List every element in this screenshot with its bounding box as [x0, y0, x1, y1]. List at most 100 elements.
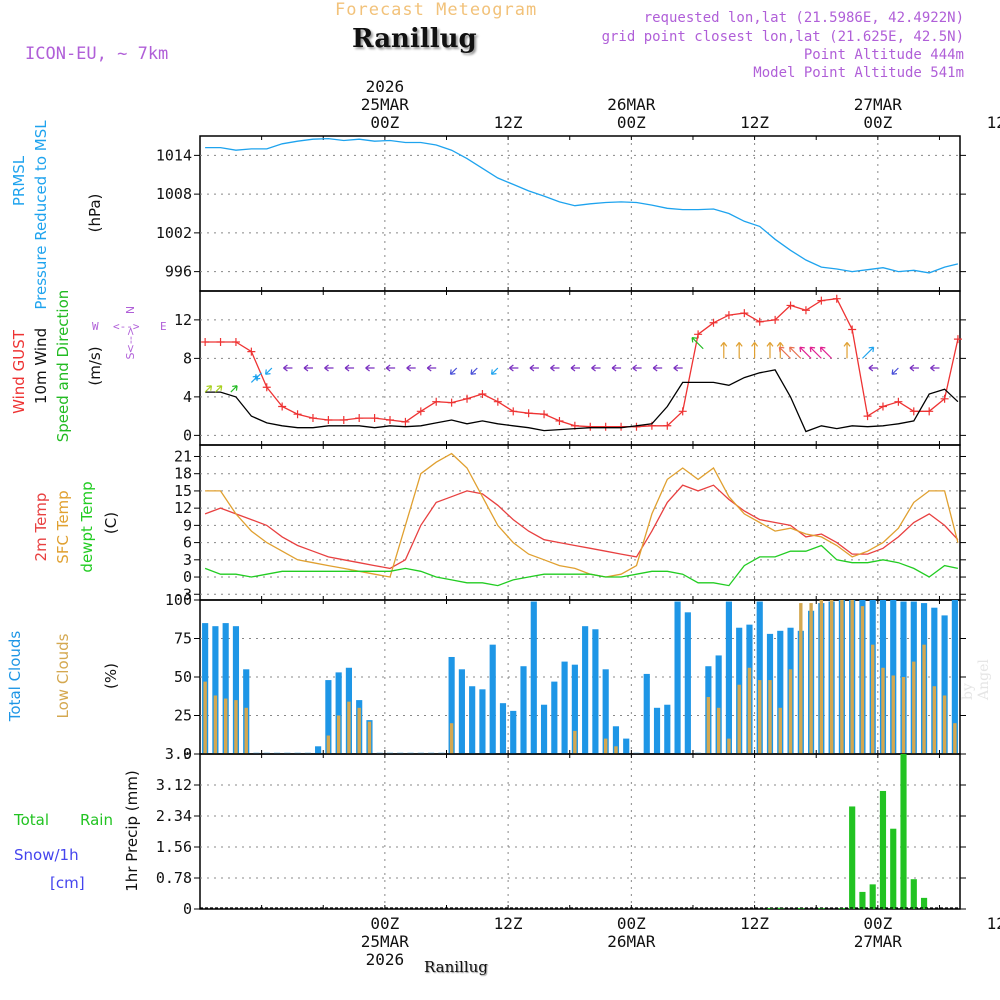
temperature-ytick-label: 0: [183, 568, 192, 586]
total-cloud-bar: [499, 703, 507, 754]
wind-direction-arrow: [819, 346, 833, 359]
pressure-label-long: Pressure Reduced to MSL: [32, 120, 50, 310]
low-cloud-bar: [706, 697, 711, 754]
total-cloud-bar: [571, 664, 578, 754]
total-cloud-bar: [479, 689, 486, 754]
gust-marker: [416, 407, 425, 416]
bottom-time-label: 00Z: [370, 914, 399, 933]
temperature-ytick-label: -3: [174, 585, 192, 603]
total-cloud-bar: [623, 738, 630, 754]
gust-marker: [801, 306, 810, 315]
wind-direction-arrow: [470, 367, 478, 375]
wind-direction-arrow: [632, 364, 642, 372]
wind-direction-arrow: [778, 346, 791, 359]
low-cloud-bar: [953, 723, 957, 754]
gust-marker: [293, 410, 302, 419]
grid-point-coordinates: grid point closest lon,lat (21.625E, 42.…: [601, 29, 964, 45]
wind-direction-arrow: [673, 364, 683, 372]
temperature-ytick-label: 18: [174, 465, 192, 483]
gust-marker: [308, 414, 317, 423]
wind-direction-arrow: [449, 367, 458, 375]
temperature-ytick-label: 9: [183, 516, 192, 534]
wind-unit: (m/s): [86, 346, 104, 385]
pressure-label-short: PRMSL: [10, 155, 28, 206]
bottom-time-label: 00Z: [617, 914, 646, 933]
low-cloud-bar: [367, 721, 372, 754]
gust-marker: [724, 311, 733, 320]
gust-marker: [771, 315, 780, 324]
low-cloud-bar: [758, 680, 762, 754]
compass-south: S: [124, 352, 137, 359]
compass-legend: W <--> E: [92, 320, 167, 333]
gust-marker: [848, 325, 857, 334]
wind-direction-arrow: [611, 364, 622, 372]
pressure-unit: (hPa): [86, 194, 104, 233]
low-cloud-bar: [819, 600, 824, 754]
total-cloud-bar: [725, 601, 732, 754]
gust-marker: [832, 294, 841, 303]
total-cloud-bar: [582, 626, 589, 754]
low-cloud-bar: [223, 698, 228, 754]
top-time-label: 00Z: [370, 113, 399, 132]
top-time-label: 12Z: [494, 113, 523, 132]
bottom-time-label: 12Z: [494, 914, 523, 933]
footer-location: Ranillug: [424, 958, 488, 976]
low-cloud-bar: [213, 695, 218, 754]
requested-coordinates: requested lon,lat (21.5986E, 42.4922N): [643, 10, 964, 26]
total-cloud-bar: [448, 656, 455, 754]
clouds-ytick-label: 50: [174, 668, 192, 686]
temperature-line-2m-temp: [204, 484, 959, 570]
wind-direction-arrow: [809, 346, 822, 359]
total-cloud-bar: [335, 672, 342, 754]
total-cloud-bar: [232, 626, 240, 754]
wind-direction-arrow: [426, 364, 437, 372]
low-cloud-bar: [727, 738, 731, 754]
precip-bar: [849, 806, 856, 909]
precip-bar: [920, 897, 928, 909]
total-cloud-bar: [941, 615, 948, 754]
gust-marker: [709, 318, 718, 327]
precip-bar: [859, 891, 866, 909]
total-cloud-bar: [222, 623, 229, 754]
precip-ytick-label: 0.78: [156, 869, 192, 887]
precip-bar: [869, 884, 876, 909]
total-cloud-bar: [540, 704, 548, 754]
precip-ytick-label: 3.12: [156, 776, 192, 794]
clouds-panel: 0 25 50 75 100: [165, 591, 966, 763]
wind-direction-arrow: [214, 385, 223, 393]
total-rain-label-a: Total: [13, 811, 49, 829]
low-cloud-bar: [942, 695, 947, 754]
low-cloud-bar: [244, 707, 248, 754]
wind-direction-arrow: [735, 342, 743, 359]
gust-marker: [740, 309, 749, 318]
author-watermark: by Angel: [960, 659, 992, 700]
total-cloud-bar: [489, 644, 496, 754]
gust-marker: [355, 414, 364, 423]
total-cloud-bar: [551, 681, 558, 754]
total-cloud-bar: [684, 612, 691, 754]
total-cloud-bar: [756, 601, 763, 754]
wind-direction-arrow: [789, 346, 802, 359]
gust-marker: [663, 421, 672, 430]
wind-direction-arrow: [303, 364, 313, 372]
top-time-label: 00Z: [617, 113, 646, 132]
low-cloud-bar: [347, 701, 351, 754]
temperature-ytick-label: 21: [174, 447, 192, 465]
precip-bar: [900, 754, 907, 909]
gust-marker: [617, 422, 626, 431]
gust-marker: [339, 415, 348, 424]
clouds-ytick-label: 100: [165, 591, 192, 609]
total-cloud-bar: [674, 601, 681, 754]
compass-ns-arrow: <-->: [124, 327, 137, 353]
low-cloud-bar: [614, 746, 618, 754]
pressure-line-prmsl: [205, 137, 959, 274]
low-cloud-bar: [829, 600, 834, 754]
gust-marker: [925, 407, 934, 416]
meteogram-title: Forecast Meteogram: [335, 0, 538, 20]
wind-ytick-label: 12: [174, 311, 192, 329]
low-cloud-bar: [203, 681, 207, 754]
total-cloud-bar: [510, 710, 517, 754]
total-cloud-bar: [212, 626, 219, 754]
gust-marker: [201, 338, 210, 347]
gust-marker: [401, 417, 410, 426]
